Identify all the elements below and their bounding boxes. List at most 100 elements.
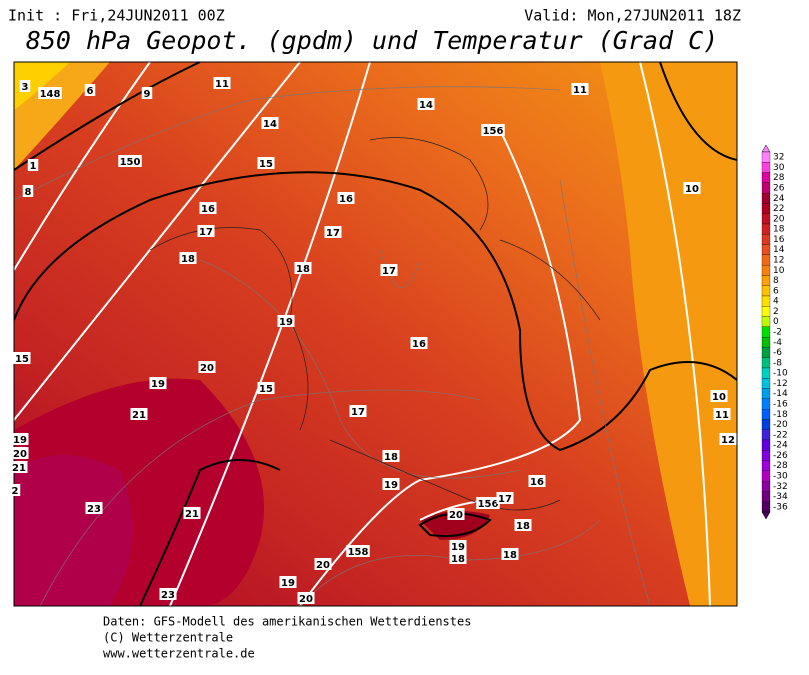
colorbar-label: -18 — [773, 410, 788, 420]
contour-label: 15 — [259, 159, 273, 170]
colorbar-cell — [761, 295, 771, 307]
footer-url: www.wetterzentrale.de — [103, 647, 255, 661]
colorbar-label: -14 — [773, 389, 788, 399]
contour-label-box — [710, 390, 728, 402]
contour-label-box — [481, 124, 505, 136]
contour-label: 8 — [25, 187, 32, 198]
contour-label: 17 — [199, 227, 213, 238]
colorbar-cell — [761, 316, 771, 328]
colorbar-label: 14 — [773, 245, 785, 255]
colorbar-cell — [761, 182, 771, 194]
colorbar-label: -22 — [773, 430, 788, 440]
contour-label-box — [118, 155, 142, 167]
contour-label-box — [410, 337, 428, 349]
contour-label: 16 — [201, 204, 215, 215]
contour-label-box — [141, 87, 153, 99]
colorbar-label: 8 — [773, 276, 779, 286]
colorbar-label: 20 — [773, 214, 785, 224]
contour-label-box — [11, 447, 29, 459]
contour-label: 16 — [339, 194, 353, 205]
colorbar-cell — [761, 460, 771, 472]
colorbar-cell — [761, 326, 771, 338]
colorbar-label: -34 — [773, 492, 788, 502]
title: 850 hPa Geopot. (gpdm) und Temperatur (G… — [26, 26, 718, 55]
contour-label-box — [261, 117, 279, 129]
colorbar-cell — [761, 419, 771, 430]
contour-label-box — [476, 497, 500, 509]
contour-label-box — [294, 262, 312, 274]
contour-label-box — [149, 377, 167, 389]
contour-label: 14 — [263, 119, 277, 130]
colorbar-cell — [761, 203, 771, 214]
contour-label: 10 — [712, 392, 726, 403]
contour-label: 19 — [384, 480, 398, 491]
contour-label-box — [417, 98, 435, 110]
contour-label-box — [719, 433, 737, 445]
contour-label-box — [713, 408, 731, 420]
contour-label: 18 — [384, 452, 398, 463]
contour-label-box — [382, 450, 400, 462]
footer-source: Daten: GFS-Modell des amerikanischen Wet… — [103, 615, 471, 629]
contour-label: 19 — [151, 379, 165, 390]
contour-label: 18 — [451, 554, 465, 565]
contour-label: 21 — [12, 463, 26, 474]
contour-label-box — [257, 157, 275, 169]
contour-label: 19 — [281, 578, 295, 589]
contour-label: 11 — [573, 85, 587, 96]
contour-label-box — [85, 502, 103, 514]
colorbar-label: 28 — [773, 173, 785, 183]
colorbar-label: 0 — [773, 317, 779, 327]
contour-label: 16 — [412, 339, 426, 350]
colorbar-label: 16 — [773, 235, 785, 245]
contour-label: 20 — [316, 560, 330, 571]
colorbar-cell — [761, 470, 771, 482]
colorbar-label: 10 — [773, 266, 785, 276]
colorbar-label: -20 — [773, 420, 788, 430]
colorbar-label: -6 — [773, 348, 782, 358]
colorbar-bottom — [761, 511, 771, 520]
map — [14, 62, 737, 606]
contour-label: 148 — [40, 89, 61, 100]
contour-label-box — [19, 80, 31, 92]
contour-label-box — [159, 588, 177, 600]
colorbar-cell — [761, 223, 771, 235]
colorbar-cell — [761, 429, 771, 441]
contour-label: 17 — [326, 228, 340, 239]
contour-label-box — [297, 592, 315, 604]
colorbar-cell — [761, 213, 771, 225]
contour-label: 21 — [132, 410, 146, 421]
contour-label: 18 — [503, 550, 517, 561]
contour-label: 9 — [144, 89, 151, 100]
colorbar-label: -16 — [773, 400, 788, 410]
colorbar-cell — [761, 501, 771, 513]
contour-label-box — [337, 192, 355, 204]
contour-label: 23 — [87, 504, 101, 515]
contour-label-box — [528, 475, 546, 487]
colorbar-cell — [761, 336, 771, 348]
colorbar-label: 12 — [773, 256, 784, 266]
contour-label: 12 — [721, 435, 735, 446]
contour-label: 15 — [259, 384, 273, 395]
contour-label: 18 — [181, 254, 195, 265]
contour-label-box — [197, 225, 215, 237]
colorbar-cell — [761, 172, 771, 184]
contour-label-box — [22, 185, 34, 197]
contour-label-box — [514, 519, 532, 531]
colorbar-label: 24 — [773, 194, 785, 204]
contour-label-box — [11, 433, 29, 445]
contour-label: 3 — [22, 82, 29, 93]
contour-label-box — [199, 202, 217, 214]
contour-label-box — [257, 382, 275, 394]
contour-label: 6 — [87, 86, 94, 97]
valid-time: Valid: Mon,27JUN2011 18Z — [524, 7, 741, 25]
contour-label-box — [501, 548, 519, 560]
colorbar-cell — [761, 439, 771, 451]
colorbar-label: 26 — [773, 184, 785, 194]
colorbar-cell — [761, 450, 771, 461]
contour-label: 20 — [449, 510, 463, 521]
colorbar-label: -30 — [773, 472, 788, 482]
colorbar-label: -2 — [773, 328, 782, 338]
colorbar-cell — [761, 192, 771, 204]
contour-label: 11 — [715, 410, 729, 421]
contour-label: 19 — [13, 435, 27, 446]
